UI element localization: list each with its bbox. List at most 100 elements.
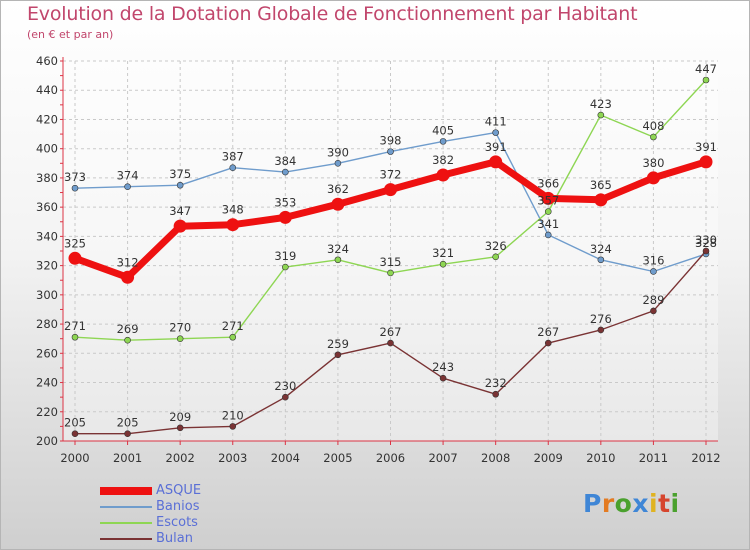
data-point-bulan: [597, 326, 605, 334]
data-point-bulan: [387, 339, 394, 347]
data-label-escots: 271: [222, 319, 244, 333]
data-label-escots: 326: [485, 239, 507, 253]
data-label-bulan: 259: [327, 337, 349, 351]
data-point-asque: [646, 171, 660, 185]
data-point-banios: [176, 181, 184, 189]
data-point-banios: [282, 168, 289, 176]
data-point-banios: [597, 256, 605, 264]
plot-area: [63, 61, 718, 441]
data-point-bulan: [124, 430, 131, 437]
data-label-escots: 319: [274, 249, 296, 263]
data-point-banios: [387, 148, 394, 155]
y-tick-label: 460: [36, 54, 58, 68]
data-point-bulan: [282, 393, 289, 401]
data-label-asque: 391: [695, 140, 717, 154]
y-tick-label: 360: [36, 200, 58, 214]
data-point-bulan: [176, 424, 184, 432]
legend-item-banios: Banios: [100, 499, 260, 516]
x-tick-label: 2002: [166, 451, 195, 465]
data-label-asque: 325: [64, 236, 86, 250]
data-point-bulan: [650, 307, 657, 315]
data-label-asque: 347: [169, 204, 191, 218]
x-tick-label: 2004: [271, 451, 300, 465]
data-point-escots: [282, 263, 289, 271]
data-point-asque: [541, 191, 555, 205]
legend-label-escots: Escots: [156, 515, 198, 530]
y-tick-label: 400: [36, 142, 58, 156]
data-point-asque: [699, 155, 713, 169]
data-point-banios: [492, 129, 499, 136]
data-label-bulan: 209: [169, 410, 191, 424]
y-tick-label: 320: [36, 259, 58, 273]
data-point-asque: [226, 218, 240, 232]
data-point-escots: [650, 133, 657, 141]
data-label-bulan: 267: [380, 325, 402, 339]
data-label-escots: 447: [695, 62, 717, 76]
y-tick-label: 440: [36, 83, 58, 97]
y-tick-label: 240: [36, 376, 58, 390]
data-point-banios: [439, 138, 447, 145]
data-point-bulan: [439, 374, 447, 382]
data-point-banios: [229, 164, 237, 171]
y-tick-label: 260: [36, 346, 58, 360]
data-point-escots: [492, 253, 499, 261]
data-point-bulan: [229, 423, 237, 430]
data-point-asque: [278, 210, 292, 224]
data-labels: 373 374 375 387 384 390 398 405 411 341 324 316 328 2…: [64, 62, 717, 430]
data-point-bulan: [492, 390, 499, 398]
data-label-asque: 382: [432, 153, 454, 167]
axes: 200 220 240 260 280 300 320 340 360 380 400 420 440 4…: [36, 54, 721, 465]
data-label-banios: 390: [327, 145, 349, 159]
data-label-bulan: 205: [117, 416, 139, 430]
data-label-banios: 384: [274, 154, 296, 168]
data-label-bulan: 230: [274, 379, 296, 393]
chart-title: Evolution de la Dotation Globale de Fonc…: [27, 3, 638, 25]
logo-letter: t: [658, 489, 671, 518]
legend-swatch-banios: [100, 506, 152, 508]
data-point-asque: [68, 251, 82, 265]
data-label-escots: 423: [590, 97, 612, 111]
logo-letter: i: [670, 489, 680, 518]
y-tick-label: 200: [36, 434, 58, 448]
data-point-escots: [229, 333, 237, 341]
x-tick-label: 2000: [60, 451, 89, 465]
legend-item-asque: ASQUE: [100, 483, 260, 500]
x-tick-label: 2001: [113, 451, 142, 465]
data-point-escots: [387, 269, 394, 277]
series: [68, 76, 713, 437]
data-label-banios: 341: [537, 217, 559, 231]
data-label-asque: 366: [537, 176, 559, 190]
data-point-asque: [489, 155, 503, 169]
logo-letter: r: [601, 489, 615, 518]
logo-letter: i: [649, 489, 659, 518]
data-label-escots: 271: [64, 319, 86, 333]
legend-label-asque: ASQUE: [156, 483, 202, 498]
data-point-banios: [544, 231, 552, 239]
data-label-bulan: 330: [695, 233, 717, 247]
y-tick-label: 280: [36, 317, 58, 331]
data-label-bulan: 232: [485, 376, 507, 390]
data-label-asque: 372: [380, 168, 402, 182]
x-tick-label: 2007: [428, 451, 457, 465]
logo-letter: x: [632, 489, 649, 518]
logo-letter: P: [583, 489, 602, 518]
legend-swatch-escots: [100, 522, 152, 524]
y-tick-label: 380: [36, 171, 58, 185]
data-point-bulan: [702, 247, 710, 255]
grid: [63, 60, 718, 442]
data-point-banios: [650, 268, 657, 275]
data-label-asque: 362: [327, 182, 349, 196]
data-point-asque: [436, 168, 450, 182]
data-label-asque: 353: [274, 195, 296, 209]
data-label-banios: 324: [590, 242, 612, 256]
y-tick-label: 220: [36, 405, 58, 419]
data-label-bulan: 276: [590, 312, 612, 326]
data-point-escots: [124, 336, 131, 344]
x-tick-label: 2012: [691, 451, 720, 465]
data-point-asque: [384, 183, 397, 197]
data-point-bulan: [71, 430, 79, 437]
data-label-banios: 387: [222, 150, 244, 164]
data-point-escots: [176, 335, 184, 342]
x-tick-label: 2005: [323, 451, 352, 465]
data-label-banios: 411: [485, 115, 507, 129]
